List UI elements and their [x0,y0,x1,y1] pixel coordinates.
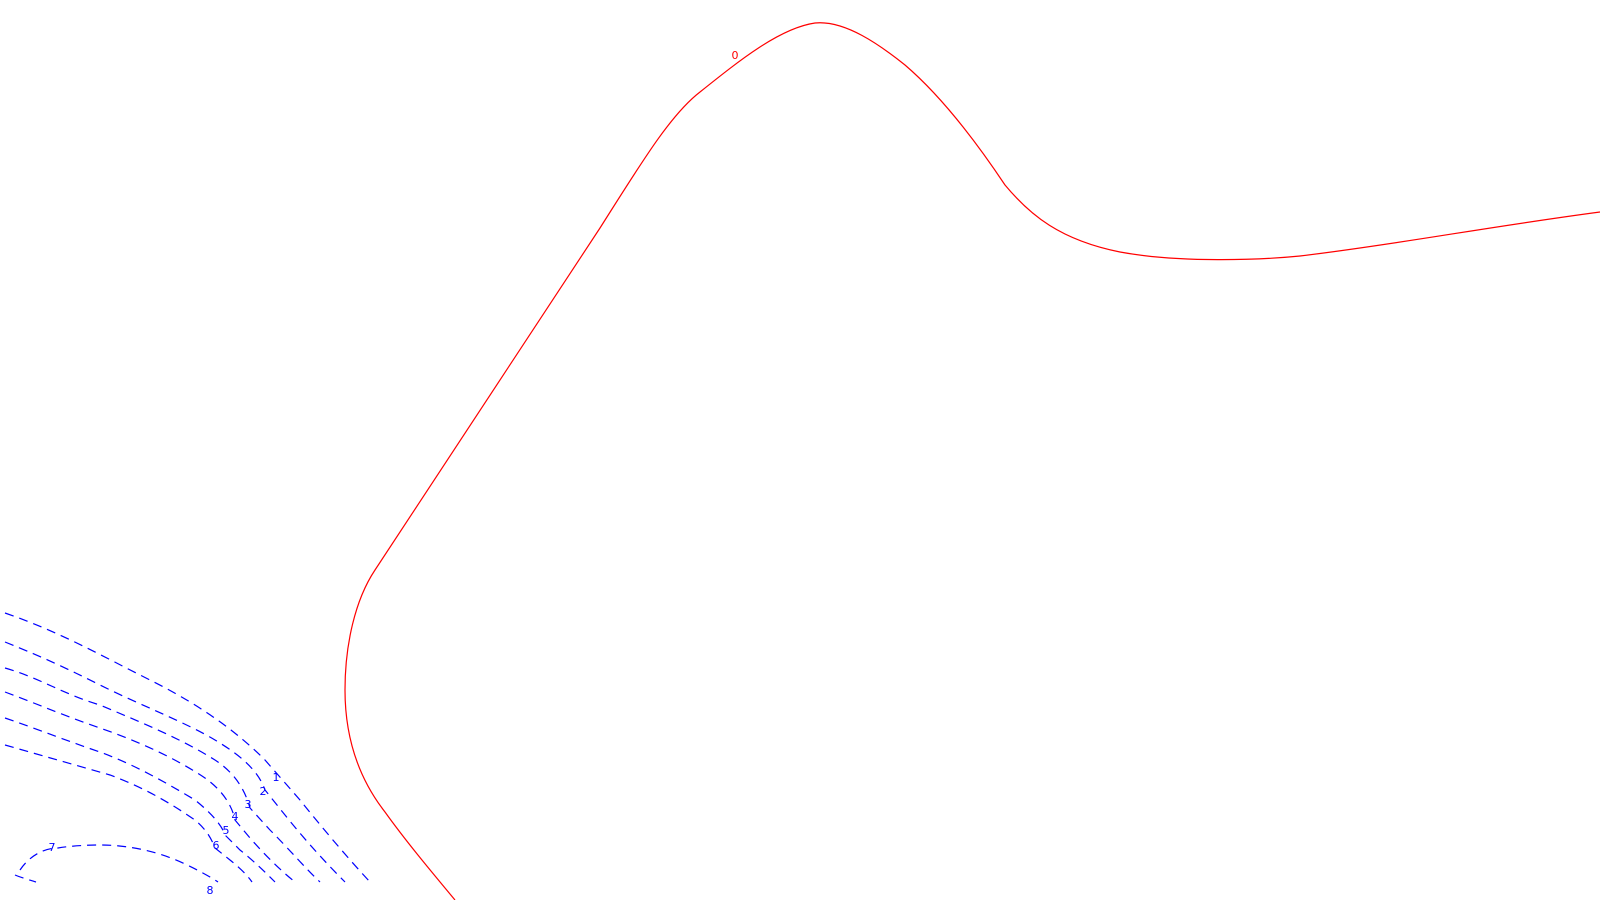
contour-line-7 [19,844,219,883]
contour-label-2: 2 [260,785,267,798]
contour-label-7: 7 [49,841,56,854]
contour-line-2 [4,641,346,883]
contour-label-3: 3 [245,798,252,811]
contour-line-1 [4,612,371,883]
contour-line-0 [344,22,1600,900]
contour-label-1: 1 [273,771,280,784]
contour-label-4: 4 [232,810,239,823]
contour-label-0: 0 [732,49,739,62]
contour-line-3 [4,667,321,883]
contour-lines [4,22,1600,900]
contour-label-5: 5 [223,824,230,837]
contour-line-6 [4,744,253,883]
contour-line-5 [4,717,276,883]
contour-line-4 [4,691,296,883]
contour-label-8: 8 [207,884,214,897]
contour-line-8 [14,874,37,883]
contour-label-6: 6 [213,839,220,852]
